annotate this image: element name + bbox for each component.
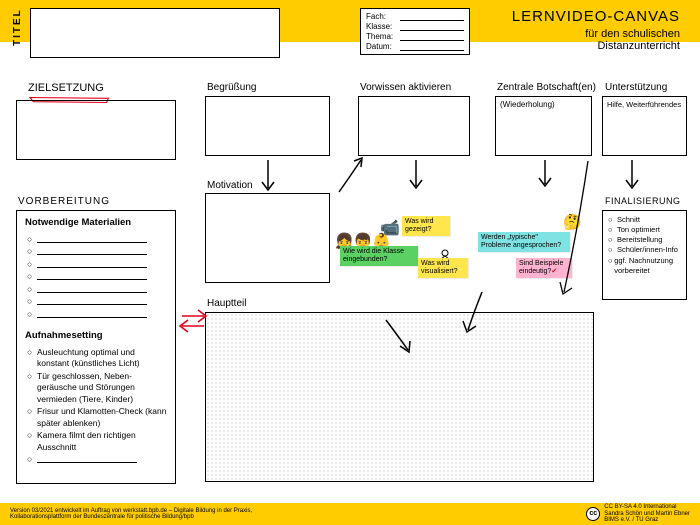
aufnahme-0: Ausleuchtung optimal und konstant (künst… xyxy=(37,347,167,370)
ziel-label: ZIELSETZUNG xyxy=(28,82,104,94)
final-2: Bereitstellung xyxy=(617,235,662,245)
footer-r1: CC BY-SA 4.0 International xyxy=(604,504,690,511)
haupt-label: Hauptteil xyxy=(207,298,246,309)
sticky-4: Werden „typische" Probleme angesprochen? xyxy=(478,232,570,252)
meta-fach: Fach: xyxy=(366,12,400,21)
zb-label: Zentrale Botschaft(en) xyxy=(497,82,596,93)
begr-label: Begrüßung xyxy=(207,82,256,93)
arrow-begr-down xyxy=(258,158,278,196)
begr-box xyxy=(205,96,330,156)
final-4: ggf. Nachnutzung vorbereitet xyxy=(614,256,681,276)
red-double-arrow xyxy=(178,306,208,336)
vorb-h1: Notwendige Materialien xyxy=(25,217,167,230)
footer-right: cc CC BY-SA 4.0 International Sandra Sch… xyxy=(586,504,690,524)
cc-icon: cc xyxy=(586,507,600,521)
aufnahme-2: Frisur und Klamotten-Check (kann später … xyxy=(37,406,167,429)
footer-left2: Kollaborationsplattform der Bundeszentra… xyxy=(10,514,252,520)
vorb-label: VORBEREITUNG xyxy=(18,196,110,207)
ziel-box xyxy=(16,100,176,160)
final-label: FINALISIERUNG xyxy=(605,196,681,206)
aufnahme-1: Tür geschlossen, Neben­geräusche und Stö… xyxy=(37,371,167,405)
vorw-box xyxy=(358,96,470,156)
arrow-unter-final xyxy=(622,158,642,194)
arrow-into-haupt-1 xyxy=(380,316,416,356)
meta-box: Fach: Klasse: Thema: Datum: xyxy=(360,8,470,55)
arrow-mot-vorw xyxy=(336,155,366,195)
vorw-label: Vorwissen aktivieren xyxy=(360,82,451,93)
brand-title: LERNVIDEO-CANVAS xyxy=(512,8,680,25)
meta-thema: Thema: xyxy=(366,32,400,41)
zb-box: (Wiederholung) xyxy=(495,96,592,156)
final-1: Ton optimiert xyxy=(617,225,660,235)
arrow-into-haupt-2 xyxy=(460,288,490,336)
footer-r2: Sandra Schön und Martin Ebner xyxy=(604,511,690,518)
final-box: ○Schnitt ○Ton optimiert ○Bereitstellung … xyxy=(602,210,687,300)
aufnahme-3: Kamera filmt den richtigen Ausschnitt xyxy=(37,430,167,453)
footer: Version 03/2021 entwickelt im Auftrag vo… xyxy=(0,503,700,525)
arrow-vorw-down xyxy=(406,158,426,194)
brand-sub: für den schulischen Distanzunterricht xyxy=(585,28,680,52)
meta-klasse: Klasse: xyxy=(366,22,400,31)
zb-note: (Wiederholung) xyxy=(496,97,591,112)
footer-left: Version 03/2021 entwickelt im Auftrag vo… xyxy=(10,508,252,520)
vorb-h2: Aufnahmesetting xyxy=(25,330,167,343)
brand-sub2: Distanzunterricht xyxy=(597,40,680,52)
title-box xyxy=(30,8,280,58)
meta-datum: Datum: xyxy=(366,42,400,51)
arrow-zb-haupt xyxy=(558,158,598,298)
unter-label: Unterstützung xyxy=(605,82,667,93)
vorb-materials: ○ ○ ○ ○ ○ ○ ○ xyxy=(27,234,167,320)
vorb-setting: ○Ausleuchtung optimal und konstant (küns… xyxy=(27,347,167,466)
sticky-3: Was wird visualisiert? xyxy=(418,258,468,278)
brand-sub1: für den schulischen xyxy=(585,28,680,40)
vorb-box: Notwendige Materialien ○ ○ ○ ○ ○ ○ ○ Auf… xyxy=(16,210,176,484)
sticky-1: Was wird gezeigt? xyxy=(402,216,450,236)
final-0: Schnitt xyxy=(617,215,640,225)
mot-box xyxy=(205,193,330,283)
footer-r3: BIMS e.V. / TU Graz xyxy=(604,517,690,524)
arrow-zb-down xyxy=(535,158,555,192)
titel-label: TITEL xyxy=(12,8,23,46)
unter-note: Hilfe, Weiterführendes xyxy=(603,97,686,112)
final-3: Schüler/innen-Info xyxy=(617,245,678,255)
unter-box: Hilfe, Weiterführendes xyxy=(602,96,687,156)
mot-label: Motivation xyxy=(207,180,253,191)
sticky-2: Wie wird die Klasse eingebunden? xyxy=(340,246,418,266)
